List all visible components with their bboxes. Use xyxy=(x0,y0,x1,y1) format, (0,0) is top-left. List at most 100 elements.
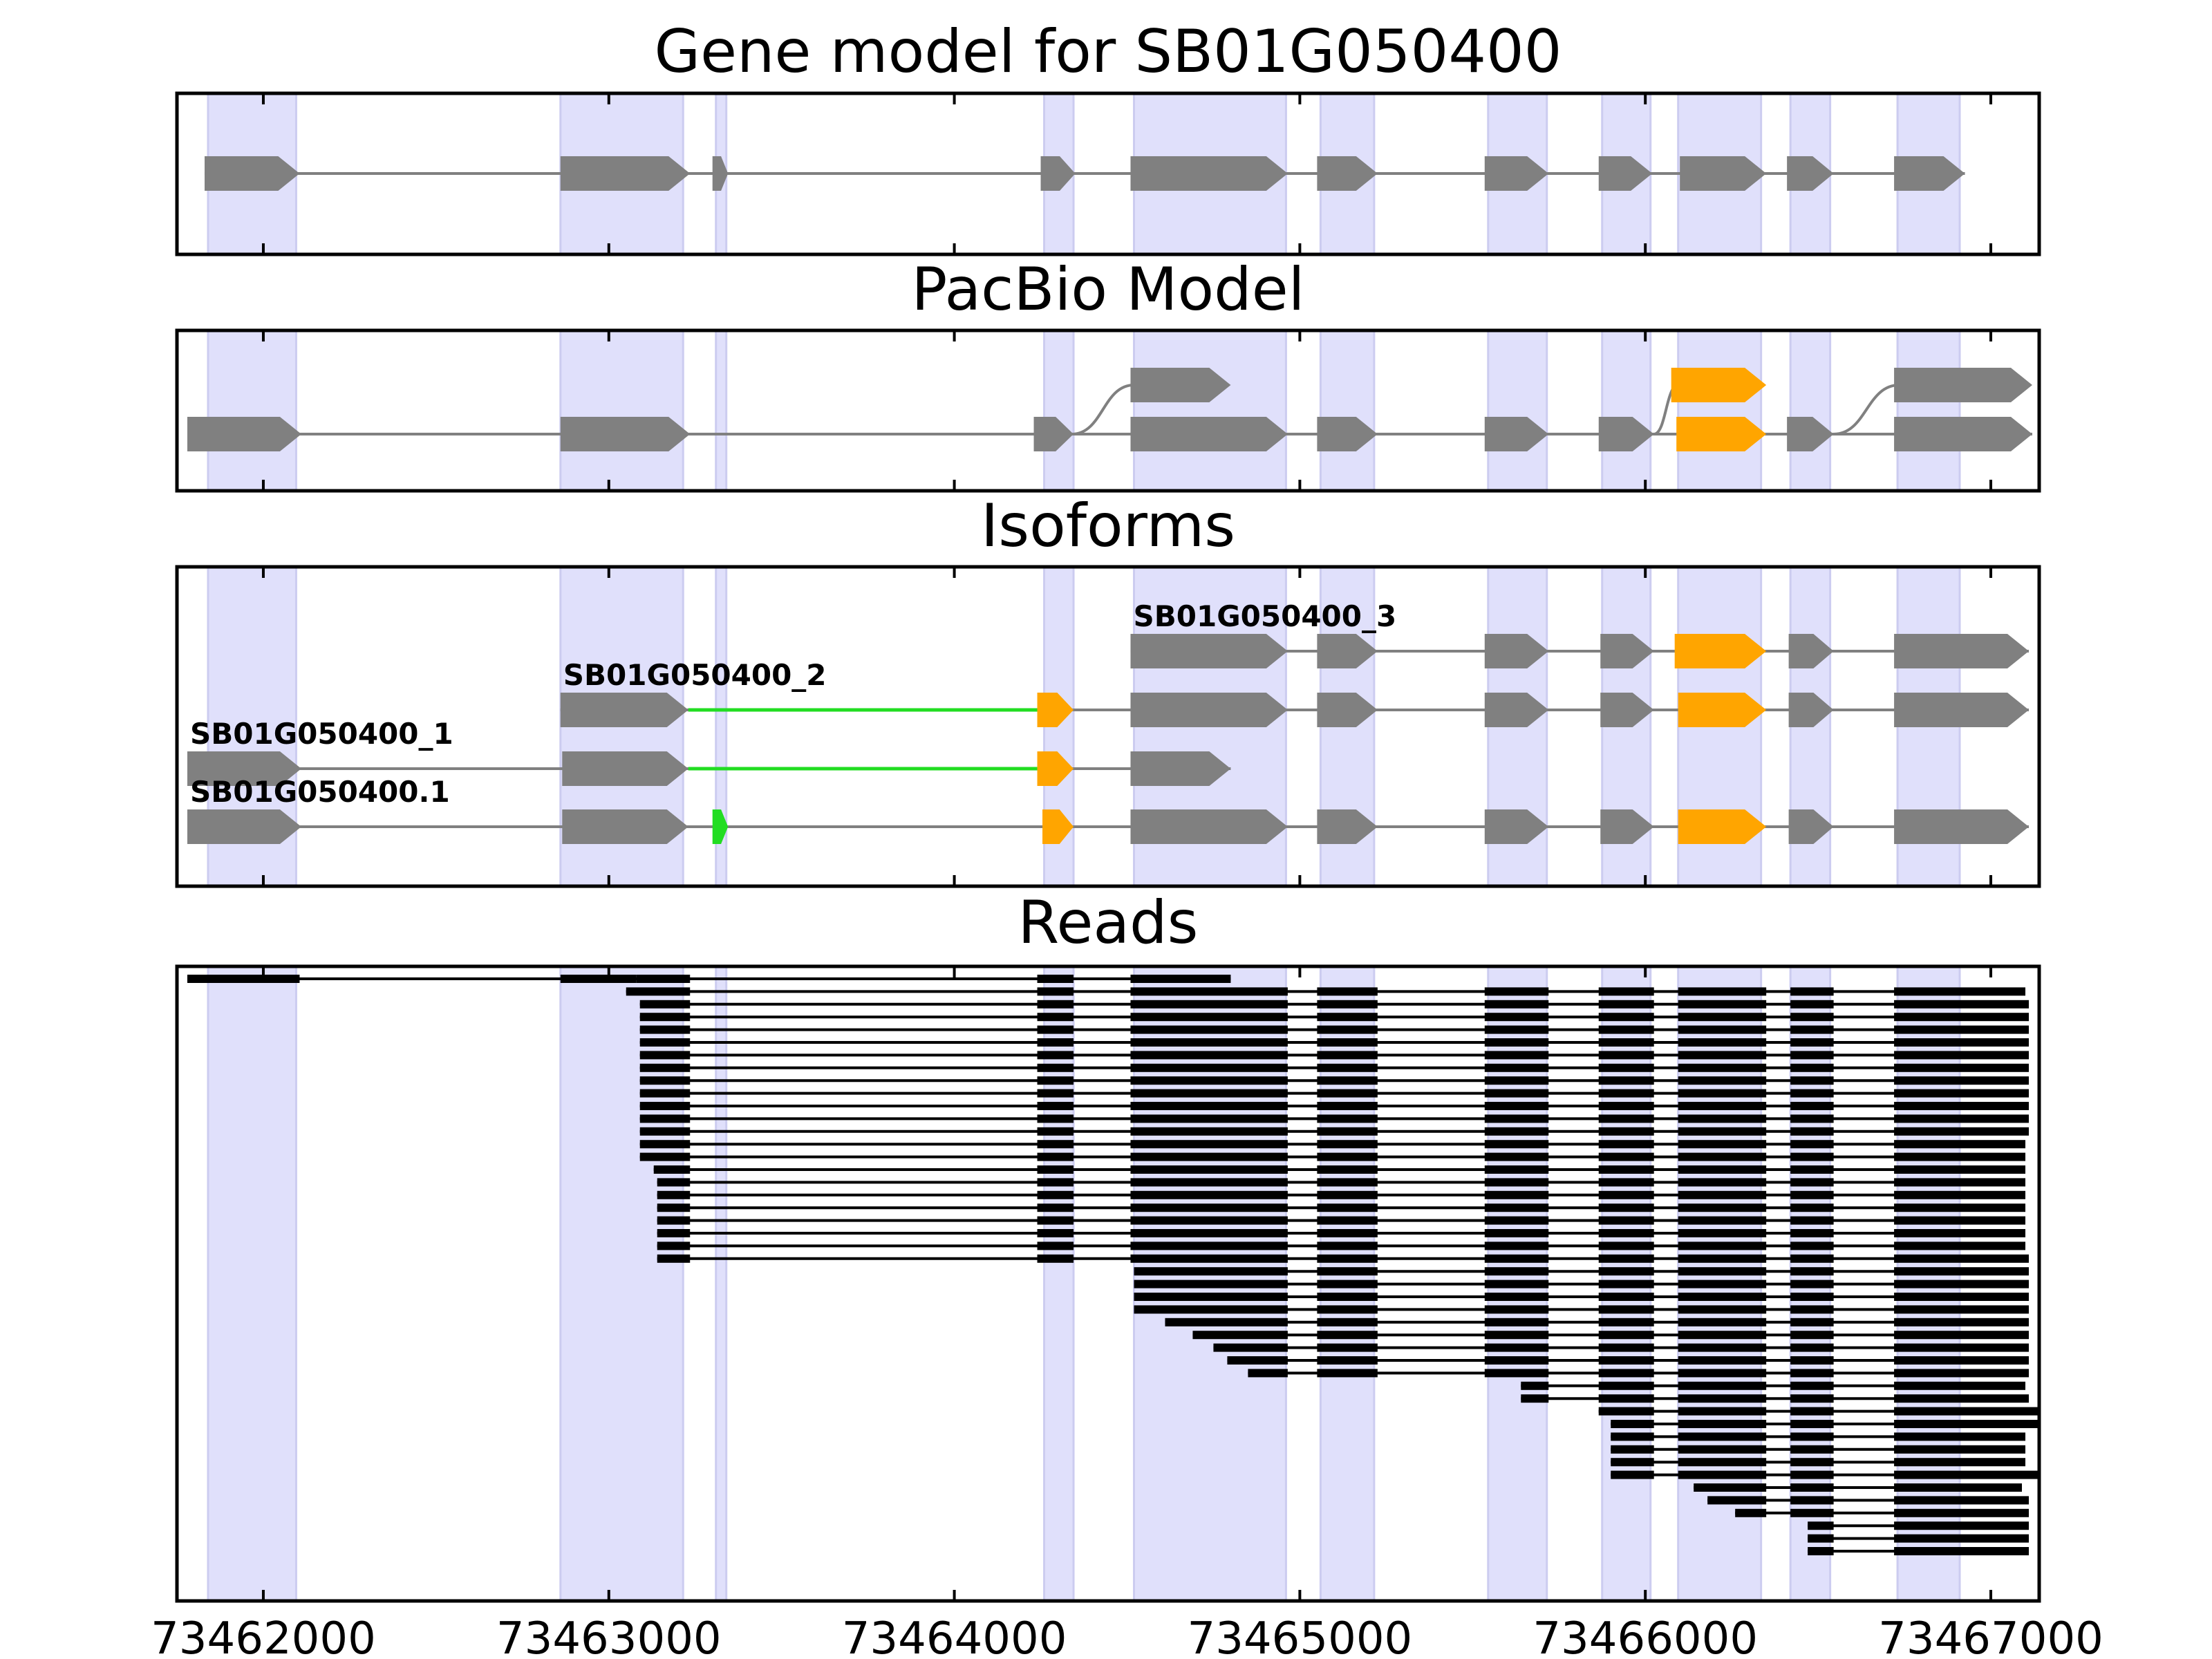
read-block xyxy=(1598,1343,1654,1352)
read-block xyxy=(1598,1076,1654,1085)
exon-arrow xyxy=(1317,809,1378,844)
x-axis: 73462000 73463000 73464000 73465000 73466000… xyxy=(151,1613,2103,1659)
read-block xyxy=(1037,1063,1074,1072)
read-row xyxy=(187,975,1231,983)
read-block xyxy=(1894,1140,2026,1149)
exon-arrow xyxy=(187,751,301,786)
isoform-label: SB01G050400.1 xyxy=(190,775,450,809)
exon-arrow xyxy=(1600,693,1654,727)
read-block xyxy=(639,1051,691,1060)
read-block xyxy=(1678,1089,1767,1098)
read-block xyxy=(1678,1445,1767,1454)
read-block xyxy=(1130,1102,1288,1110)
read-block xyxy=(1790,1305,1834,1314)
read-block xyxy=(1598,1254,1654,1263)
read-block xyxy=(1317,1343,1378,1352)
read-block xyxy=(1598,1190,1654,1199)
exon-arrow xyxy=(1317,417,1378,451)
splice-curve xyxy=(1833,384,1900,435)
read-block xyxy=(1317,1356,1378,1365)
exon-arrow xyxy=(1894,156,1965,191)
read-block xyxy=(1484,1165,1549,1174)
read-block xyxy=(1790,1203,1834,1212)
x-tick-label: 73467000 xyxy=(1878,1613,2103,1659)
exon-arrow xyxy=(1788,693,1834,727)
isoform-label: SB01G050400_2 xyxy=(563,658,827,692)
read-block xyxy=(1598,1063,1654,1072)
read-block xyxy=(1894,1394,2030,1403)
read-block xyxy=(1790,1254,1834,1263)
read-block xyxy=(1790,1051,1834,1060)
read-block xyxy=(1790,1229,1834,1237)
read-row xyxy=(657,1178,2026,1187)
read-block xyxy=(1484,1229,1549,1237)
read-block xyxy=(1678,1267,1767,1276)
read-block xyxy=(1611,1470,1654,1479)
read-block xyxy=(1790,1165,1834,1174)
read-row xyxy=(657,1216,2026,1225)
read-block xyxy=(1484,1267,1549,1276)
exon-arrow xyxy=(187,809,301,844)
read-block xyxy=(1317,1000,1378,1009)
read-block xyxy=(1678,1356,1767,1365)
read-block xyxy=(1317,1152,1378,1161)
read-block xyxy=(1130,1051,1288,1060)
read-block xyxy=(1894,1407,2039,1416)
panel-frame xyxy=(175,964,2041,1603)
read-block xyxy=(1317,1038,1378,1047)
read-block xyxy=(1894,1216,2026,1225)
read-block xyxy=(639,1102,691,1110)
exon-band xyxy=(1132,329,1287,492)
read-block xyxy=(1317,1140,1378,1149)
exon-arrow xyxy=(1317,693,1378,727)
exon-arrow xyxy=(1040,156,1076,191)
read-block xyxy=(1037,1254,1074,1263)
read-row xyxy=(1808,1534,2030,1543)
read-row xyxy=(1735,1508,2030,1517)
exon-arrow xyxy=(1317,156,1378,191)
orange-exon-arrow xyxy=(1676,417,1767,451)
exon-arrow xyxy=(1787,156,1834,191)
read-block xyxy=(1894,1432,2026,1441)
read-block xyxy=(1678,987,1767,996)
exon-arrow xyxy=(1317,634,1378,668)
read-block xyxy=(1484,1140,1549,1149)
read-row xyxy=(639,1102,2030,1110)
orange-exon-arrow xyxy=(1674,634,1767,668)
read-block xyxy=(1484,1038,1549,1047)
read-block xyxy=(1894,1356,2030,1365)
read-block xyxy=(1037,1000,1074,1009)
read-block xyxy=(1790,1140,1834,1149)
read-block xyxy=(1678,1025,1767,1034)
read-block xyxy=(1130,1038,1288,1047)
read-block xyxy=(1790,1407,1834,1416)
read-block xyxy=(1598,1293,1654,1301)
read-block xyxy=(1227,1356,1288,1365)
read-block xyxy=(1130,1152,1288,1161)
read-block xyxy=(1894,1369,2030,1378)
exon-arrow xyxy=(712,156,729,191)
read-block xyxy=(1598,1178,1654,1187)
read-block xyxy=(1678,1343,1767,1352)
read-block xyxy=(1790,1241,1834,1250)
read-block xyxy=(1678,1432,1767,1441)
exon-arrow xyxy=(562,751,688,786)
read-block xyxy=(1037,1152,1074,1161)
read-block xyxy=(1484,1076,1549,1085)
read-block xyxy=(636,975,691,983)
read-block xyxy=(657,1241,691,1250)
exon-band xyxy=(715,329,728,492)
read-block xyxy=(1598,1038,1654,1047)
read-row xyxy=(657,1203,2026,1212)
orange-alt-exon-arrow xyxy=(1671,368,1767,402)
read-block xyxy=(1484,1241,1549,1250)
read-block xyxy=(1317,1241,1378,1250)
exon-band xyxy=(559,329,684,492)
read-block xyxy=(1130,1140,1288,1149)
exon-arrow xyxy=(1484,693,1549,727)
read-block xyxy=(1037,1127,1074,1136)
read-block xyxy=(639,1089,691,1098)
read-block xyxy=(1484,987,1549,996)
read-block xyxy=(1790,1025,1834,1034)
read-block xyxy=(657,1254,691,1263)
